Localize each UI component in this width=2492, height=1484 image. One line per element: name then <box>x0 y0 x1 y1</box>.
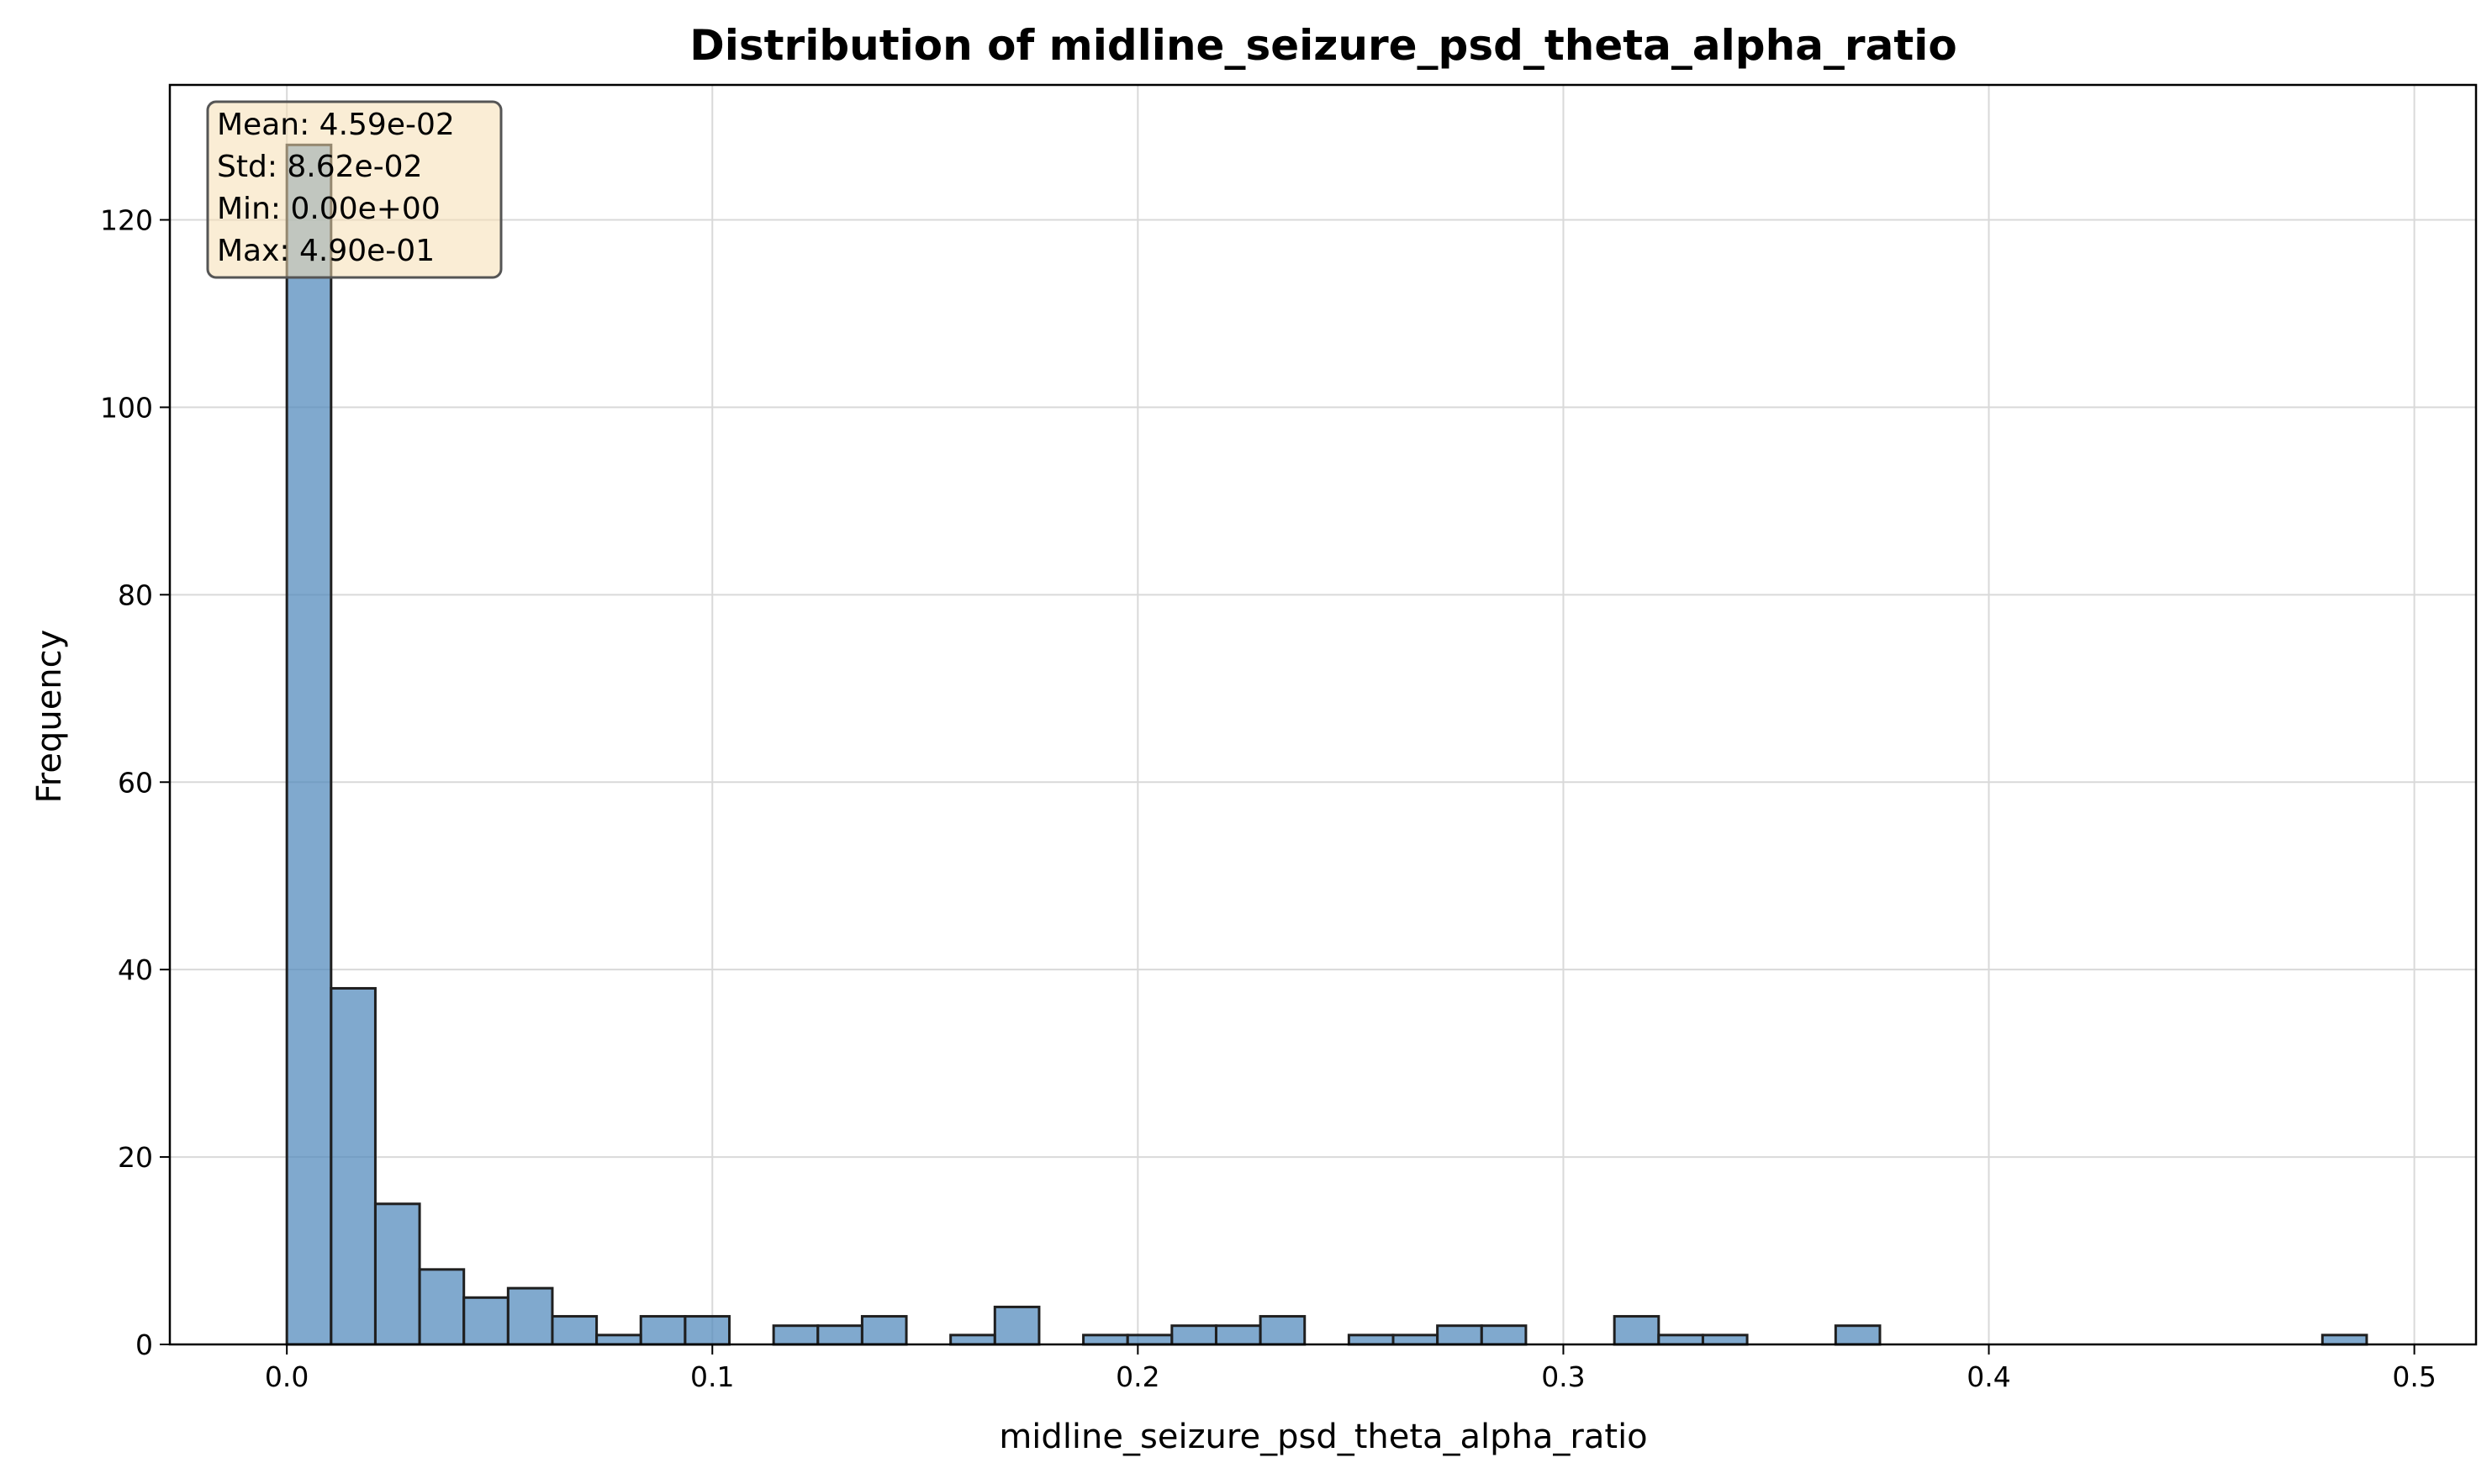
y-tick-label: 120 <box>100 204 153 237</box>
x-tick-label: 0.4 <box>1967 1360 2010 1393</box>
x-tick-label: 0.5 <box>2392 1360 2436 1393</box>
chart-title: Distribution of midline_seizure_psd_thet… <box>689 21 1956 70</box>
histogram-bar <box>1082 1333 1129 1346</box>
stats-max: Max: 4.90e-01 <box>217 234 435 268</box>
grid-lines <box>170 85 2476 1345</box>
histogram-bar <box>1480 1324 1528 1346</box>
y-tick-label: 20 <box>118 1141 153 1174</box>
stats-std: Std: 8.62e-02 <box>217 150 423 184</box>
histogram-bar <box>1436 1324 1483 1346</box>
histogram-bar <box>1214 1324 1262 1346</box>
histogram-bar <box>595 1333 642 1346</box>
x-tick-label: 0.3 <box>1541 1360 1585 1393</box>
histogram-bar <box>506 1286 554 1346</box>
histogram-bar <box>551 1315 599 1346</box>
histogram-bar <box>1834 1324 1882 1346</box>
x-tick-label: 0.2 <box>1116 1360 1159 1393</box>
stats-box-background <box>206 100 503 279</box>
stats-mean: Mean: 4.59e-02 <box>217 108 455 142</box>
y-axis-ticks: 0 20 40 60 80 100 120 <box>100 204 170 1361</box>
histogram-bar <box>462 1296 509 1346</box>
histogram-bar <box>418 1268 466 1346</box>
x-tick-label: 0.1 <box>690 1360 734 1393</box>
histogram-bar <box>373 1202 421 1346</box>
y-axis-label: Frequency <box>30 630 69 804</box>
y-tick-label: 0 <box>135 1328 153 1361</box>
y-tick-label: 80 <box>118 578 153 611</box>
histogram-bar <box>2320 1333 2368 1346</box>
histogram-bar <box>684 1315 731 1346</box>
histogram-bar <box>1170 1324 1217 1346</box>
histogram-bar <box>285 143 333 1346</box>
stats-box: Mean: 4.59e-02 Std: 8.62e-02 Min: 0.00e+… <box>206 100 503 279</box>
histogram-bar <box>330 986 377 1346</box>
y-tick-label: 100 <box>100 391 153 424</box>
histogram-bar <box>1391 1333 1439 1346</box>
y-tick-label: 40 <box>118 953 153 986</box>
plot-frame <box>168 83 2478 1346</box>
histogram-bar <box>860 1315 908 1346</box>
histogram-bar <box>949 1333 996 1346</box>
x-axis-ticks: 0.0 0.1 0.2 0.3 0.4 0.5 <box>265 1344 2437 1393</box>
histogram-bar <box>1126 1333 1174 1346</box>
histogram-bar <box>816 1324 863 1346</box>
histogram-bar <box>1259 1315 1307 1346</box>
histogram-bar <box>1701 1333 1749 1346</box>
histogram-bar <box>1613 1315 1660 1346</box>
histogram-bar <box>639 1315 687 1346</box>
histogram-bars <box>285 143 2368 1346</box>
stats-min: Min: 0.00e+00 <box>217 192 441 226</box>
histogram-bar <box>1657 1333 1704 1346</box>
y-tick-label: 60 <box>118 766 153 799</box>
histogram-bar <box>993 1305 1041 1346</box>
x-axis-label: midline_seizure_psd_theta_alpha_ratio <box>999 1418 1647 1456</box>
histogram-bar <box>1347 1333 1395 1346</box>
x-tick-label: 0.0 <box>265 1360 309 1393</box>
histogram-bar <box>772 1324 820 1346</box>
